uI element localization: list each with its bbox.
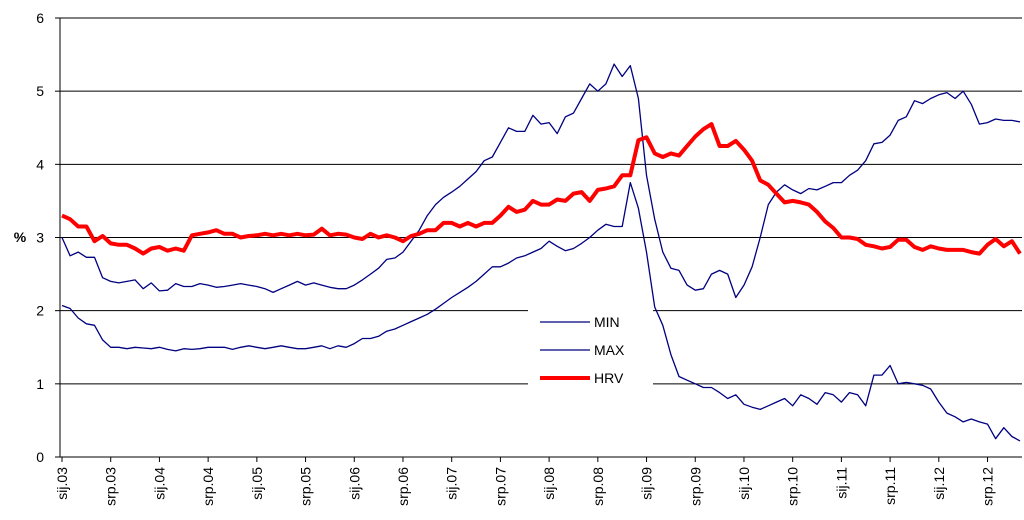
- y-axis-label: %: [14, 229, 27, 245]
- x-tick-label: srp.03: [103, 467, 119, 506]
- legend-label: HRV: [594, 370, 624, 386]
- x-tick-label: sij.12: [931, 467, 947, 500]
- x-tick-label: srp.05: [298, 467, 314, 506]
- x-tick-label: sij.08: [541, 467, 557, 500]
- series-line: [61, 63, 1021, 299]
- x-tick-label: sij.10: [736, 467, 752, 500]
- x-tick-label: sij.05: [249, 467, 265, 500]
- legend-label: MAX: [594, 342, 625, 358]
- x-tick-label: srp.09: [687, 467, 703, 506]
- x-tick-label: sij.09: [639, 467, 655, 500]
- y-tick-label: 2: [36, 303, 44, 319]
- y-tick-label: 1: [36, 376, 44, 392]
- x-tick-label: srp.10: [785, 467, 801, 506]
- x-tick-label: srp.12: [980, 467, 996, 506]
- y-tick-label: 3: [36, 230, 44, 246]
- x-tick-label: sij.03: [54, 467, 70, 500]
- x-tick-label: sij.06: [346, 467, 362, 500]
- x-tick-label: sij.11: [833, 467, 849, 499]
- series-line: [61, 122, 1022, 256]
- y-tick-label: 6: [36, 10, 44, 26]
- series-line: [61, 181, 1021, 442]
- x-tick-label: sij.04: [151, 467, 167, 500]
- x-tick-label: srp.11: [882, 467, 898, 505]
- x-tick-label: srp.08: [590, 467, 606, 506]
- x-tick-label: srp.04: [200, 467, 216, 506]
- y-tick-label: 4: [36, 156, 44, 172]
- x-tick-label: srp.07: [492, 467, 508, 506]
- y-tick-label: 5: [36, 83, 44, 99]
- x-tick-label: sij.07: [444, 467, 460, 500]
- legend-label: MIN: [594, 314, 620, 330]
- x-tick-label: srp.06: [395, 467, 411, 506]
- y-tick-label: 0: [36, 449, 44, 465]
